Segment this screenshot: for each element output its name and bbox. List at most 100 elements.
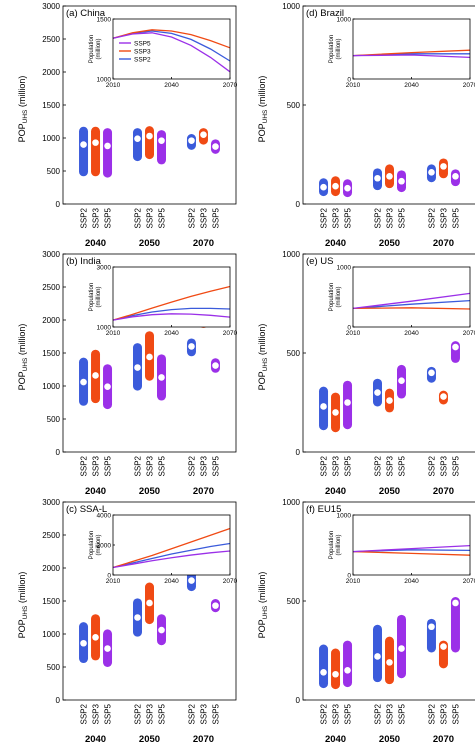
scenario-label: SSP5 [451, 455, 460, 476]
range-bar-ssp3 [145, 126, 154, 160]
scenario-label: SSP2 [187, 207, 196, 228]
inset-line-ssp2 [112, 542, 231, 569]
scenario-label: SSP2 [374, 207, 383, 228]
range-bar-ssp3 [91, 126, 101, 177]
median-point [428, 369, 435, 377]
median-point [158, 374, 165, 381]
median-point [344, 399, 351, 406]
inset-line-ssp2 [112, 307, 231, 321]
inset-x-tick-label: 2010 [346, 82, 361, 89]
y-axis-label: POPUHS (million) [17, 572, 29, 639]
inset-line-ssp5 [352, 54, 471, 59]
scenario-label: SSP3 [439, 455, 448, 476]
inset-x-tick-label: 2070 [223, 578, 238, 585]
scenario-label: SSP2 [320, 207, 329, 228]
y-axis-label-unit: (million) [17, 572, 27, 606]
range-bar-ssp3 [331, 648, 341, 690]
median-point [92, 139, 99, 146]
scenario-label: SSP3 [92, 455, 101, 476]
scenario-label: SSP5 [211, 703, 220, 724]
y-axis-label-main: POP [257, 371, 267, 390]
panel-title: (b) India [66, 256, 102, 267]
inset-line-ssp5 [112, 550, 231, 569]
median-point [386, 172, 393, 180]
year-label: 2050 [139, 238, 160, 249]
panel-title: (a) China [66, 8, 106, 19]
inset-line-ssp3 [352, 49, 471, 57]
inset-chart: 0 1000 2010 2040 2070 Population(million) [329, 17, 475, 90]
inset-y-label-line1: Population [89, 283, 95, 311]
scenario-label: SSP2 [320, 455, 329, 476]
y-tick-label: 1500 [42, 349, 60, 358]
range-bar-ssp5 [103, 128, 113, 178]
median-point [398, 177, 405, 185]
scenario-label: SSP5 [344, 703, 353, 724]
range-bar-ssp2 [319, 644, 329, 689]
panel-3: 0 500 1000 1500 2000 2500 3000 (c) SSA-L POPUHS … [17, 498, 238, 745]
inset-y-label-line1: Population [329, 531, 335, 559]
scenario-label: SSP5 [211, 207, 220, 228]
inset-y-tick-label: 1500 [97, 17, 112, 24]
y-tick-label: 1000 [282, 250, 300, 259]
inset-y-label-line2: (million) [336, 38, 342, 59]
y-tick-label: 3000 [42, 2, 60, 11]
median-point [374, 174, 381, 182]
inset-y-tick-label: 0 [347, 573, 351, 580]
year-label: 2070 [433, 734, 454, 745]
scenario-label: SSP5 [398, 703, 407, 724]
scenario-label: SSP3 [199, 207, 208, 228]
median-point [212, 602, 219, 609]
inset-line-ssp5 [112, 32, 231, 73]
y-tick-label: 2000 [42, 316, 60, 325]
inset-chart: 1000 3000 2010 2040 2070 Population(million) [89, 265, 238, 338]
scenario-label: SSP2 [374, 455, 383, 476]
y-tick-label: 0 [56, 448, 61, 457]
y-axis-label-subscript: UHS [22, 109, 29, 123]
inset-x-tick-label: 2010 [106, 330, 121, 337]
scenario-label: SSP5 [104, 455, 113, 476]
inset-x-tick-label: 2040 [404, 330, 419, 337]
scenario-label: SSP2 [134, 207, 143, 228]
y-axis-label-subscript: UHS [262, 109, 269, 123]
median-point [332, 182, 339, 190]
median-point [104, 383, 111, 390]
y-tick-label: 1000 [42, 630, 60, 639]
median-point [80, 141, 87, 148]
y-tick-label: 3000 [42, 250, 60, 259]
scenario-label: SSP3 [92, 703, 101, 724]
year-label: 2040 [85, 486, 106, 497]
y-tick-label: 0 [56, 200, 61, 209]
scenario-label: SSP5 [344, 207, 353, 228]
inset-line-ssp5 [352, 292, 471, 310]
inset-line-ssp3 [352, 307, 471, 310]
y-axis-label-subscript: UHS [22, 357, 29, 371]
panel-title: (d) Brazil [306, 8, 344, 19]
inset-x-tick-label: 2010 [346, 578, 361, 585]
scenario-label: SSP3 [146, 703, 155, 724]
year-label: 2050 [379, 734, 400, 745]
inset-y-tick-label: 0 [347, 77, 351, 84]
scenario-label: SSP2 [134, 703, 143, 724]
inset-chart: 0 1000 2010 2040 2070 Population(million) [329, 265, 475, 338]
y-axis-label-unit: (million) [17, 76, 27, 110]
y-tick-label: 2500 [42, 35, 60, 44]
median-point [320, 183, 327, 191]
median-point [92, 372, 99, 379]
scenario-label: SSP3 [439, 207, 448, 228]
y-tick-label: 2000 [42, 68, 60, 77]
inset-x-tick-label: 2070 [463, 330, 475, 337]
median-point [134, 364, 141, 371]
scenario-label: SSP3 [199, 703, 208, 724]
y-tick-label: 2000 [42, 564, 60, 573]
range-bar-ssp5 [343, 640, 353, 688]
panel-1: 0 500 1000 1500 2000 2500 3000 (a) China POPUHS … [17, 2, 238, 249]
inset-chart: 0 2000 4000 2010 2040 2070 Population(million) [89, 513, 238, 586]
y-axis-label-subscript: UHS [262, 605, 269, 619]
median-point [320, 668, 327, 676]
y-axis-label-main: POP [17, 123, 27, 142]
y-tick-label: 3000 [42, 498, 60, 507]
inset-line-ssp3 [112, 285, 231, 321]
y-axis-label: POPUHS (million) [257, 324, 269, 391]
inset-y-axis-label: Population(million) [89, 283, 102, 311]
